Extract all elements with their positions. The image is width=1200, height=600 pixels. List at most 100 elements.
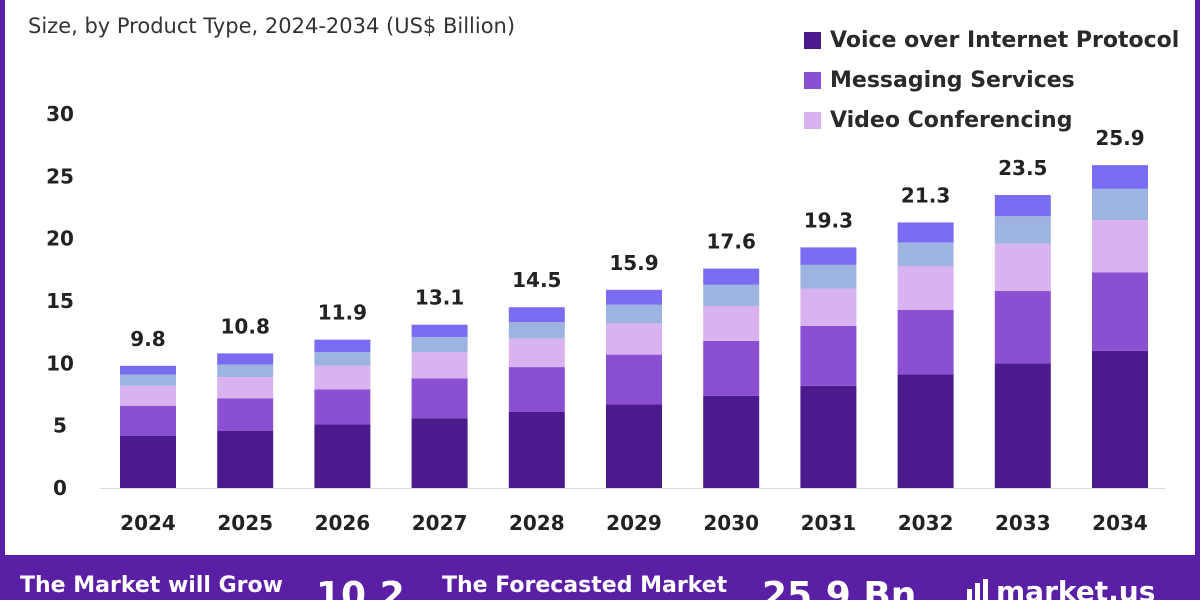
bar-segment <box>1092 219 1148 273</box>
footer-forecast-value: 25.9 Bn <box>762 575 917 600</box>
legend-swatch-messaging <box>804 71 821 89</box>
bar-segment <box>120 435 176 488</box>
bar-segment <box>314 352 371 366</box>
x-tick-label: 2026 <box>315 511 371 535</box>
footer-forecast-text: The Forecasted Market <box>442 573 728 598</box>
y-tick-label: 30 <box>46 102 74 126</box>
bar-segment <box>217 353 274 365</box>
x-tick-label: 2025 <box>217 511 273 535</box>
bar-total-label: 13.1 <box>415 286 464 310</box>
bar-segment <box>411 337 468 353</box>
legend-label-voip: Voice over Internet Protocol <box>830 27 1180 53</box>
bar-segment <box>1092 165 1148 189</box>
bar-segment <box>314 424 371 488</box>
bar-segment <box>994 216 1051 244</box>
bar-segment <box>411 352 468 379</box>
y-tick-label: 0 <box>53 476 67 500</box>
frame-right-border <box>1195 0 1200 555</box>
y-tick-label: 20 <box>46 227 74 251</box>
bar-total-label: 17.6 <box>707 230 756 254</box>
y-tick-label: 5 <box>53 414 67 438</box>
bar-segment <box>508 367 565 412</box>
legend-label-messaging: Messaging Services <box>830 67 1075 93</box>
bar-total-label: 19.3 <box>804 208 853 232</box>
legend-item-messaging: Messaging Services <box>804 60 1179 100</box>
bar-segment <box>120 365 176 375</box>
x-tick-label: 2028 <box>509 511 565 535</box>
bar-segment <box>897 374 954 488</box>
x-tick-label: 2030 <box>703 511 759 535</box>
bar-segment <box>703 340 760 396</box>
bar-segment <box>606 354 662 405</box>
chart-legend: Voice over Internet Protocol Messaging S… <box>804 20 1179 140</box>
bar-segment <box>994 363 1051 488</box>
bar-total-label: 14.5 <box>512 268 561 292</box>
y-tick-label: 25 <box>46 164 74 188</box>
bar-segment <box>217 377 274 399</box>
footer-banner: The Market will Grow 10.2 The Forecasted… <box>0 555 1200 600</box>
bar-segment <box>120 374 176 386</box>
y-tick-label: 15 <box>46 289 74 313</box>
bar-segment <box>508 322 565 339</box>
footer-brand: market.us <box>996 575 1156 600</box>
bar-segment <box>800 264 857 289</box>
bar-segment <box>994 291 1051 364</box>
x-tick-label: 2031 <box>801 511 857 535</box>
legend-item-video: Video Conferencing <box>804 100 1179 140</box>
bar-segment <box>411 378 468 419</box>
legend-label-video: Video Conferencing <box>830 107 1073 133</box>
bar-segment <box>703 395 760 488</box>
bar-total-label: 9.8 <box>130 327 165 351</box>
bar-segment <box>897 222 954 243</box>
legend-swatch-video <box>804 111 821 129</box>
bar-total-label: 10.8 <box>221 314 270 338</box>
bar-total-label: 21.3 <box>901 183 950 207</box>
x-tick-label: 2027 <box>412 511 468 535</box>
bar-segment <box>703 268 760 285</box>
bar-segment <box>606 304 662 324</box>
bar-segment <box>800 288 857 326</box>
x-tick-label: 2029 <box>606 511 662 535</box>
chart-subtitle: Size, by Product Type, 2024-2034 (US$ Bi… <box>28 14 516 38</box>
x-tick-label: 2034 <box>1092 511 1148 535</box>
bar-segment <box>314 339 371 353</box>
bar-total-label: 11.9 <box>318 301 367 325</box>
x-tick-label: 2032 <box>898 511 954 535</box>
bar-segment <box>508 411 565 488</box>
bar-segment <box>800 385 857 488</box>
bar-segment <box>217 430 274 488</box>
bar-segment <box>897 242 954 267</box>
bar-segment <box>703 284 760 306</box>
bar-segment <box>703 305 760 341</box>
bar-segment <box>994 195 1051 217</box>
bar-segment <box>897 266 954 310</box>
bar-segment <box>120 405 176 436</box>
legend-item-voip: Voice over Internet Protocol <box>804 20 1179 60</box>
bar-segment <box>411 418 468 488</box>
bar-total-label: 25.9 <box>1095 126 1144 150</box>
bar-segment <box>314 365 371 390</box>
frame-left-border <box>0 0 5 555</box>
y-tick-label: 10 <box>46 351 74 375</box>
bar-segment <box>217 398 274 431</box>
legend-swatch-voip <box>804 31 821 49</box>
bar-segment <box>606 289 662 305</box>
bar-segment <box>897 309 954 375</box>
bar-segment <box>217 364 274 378</box>
bar-segment <box>120 385 176 406</box>
x-tick-label: 2033 <box>995 511 1051 535</box>
footer-cagr-value: 10.2 <box>316 575 405 600</box>
bar-segment <box>606 404 662 488</box>
bar-total-label: 15.9 <box>609 251 658 275</box>
bar-total-label: 23.5 <box>998 156 1047 180</box>
bar-segment <box>994 243 1051 292</box>
brand-logo-icon <box>967 579 988 600</box>
bar-segment <box>314 389 371 425</box>
x-tick-label: 2024 <box>120 511 176 535</box>
bar-segment <box>606 323 662 355</box>
bar-segment <box>411 324 468 338</box>
bar-segment <box>1092 188 1148 220</box>
bar-segment <box>800 247 857 265</box>
bar-segment <box>800 325 857 386</box>
bar-segment <box>1092 272 1148 351</box>
